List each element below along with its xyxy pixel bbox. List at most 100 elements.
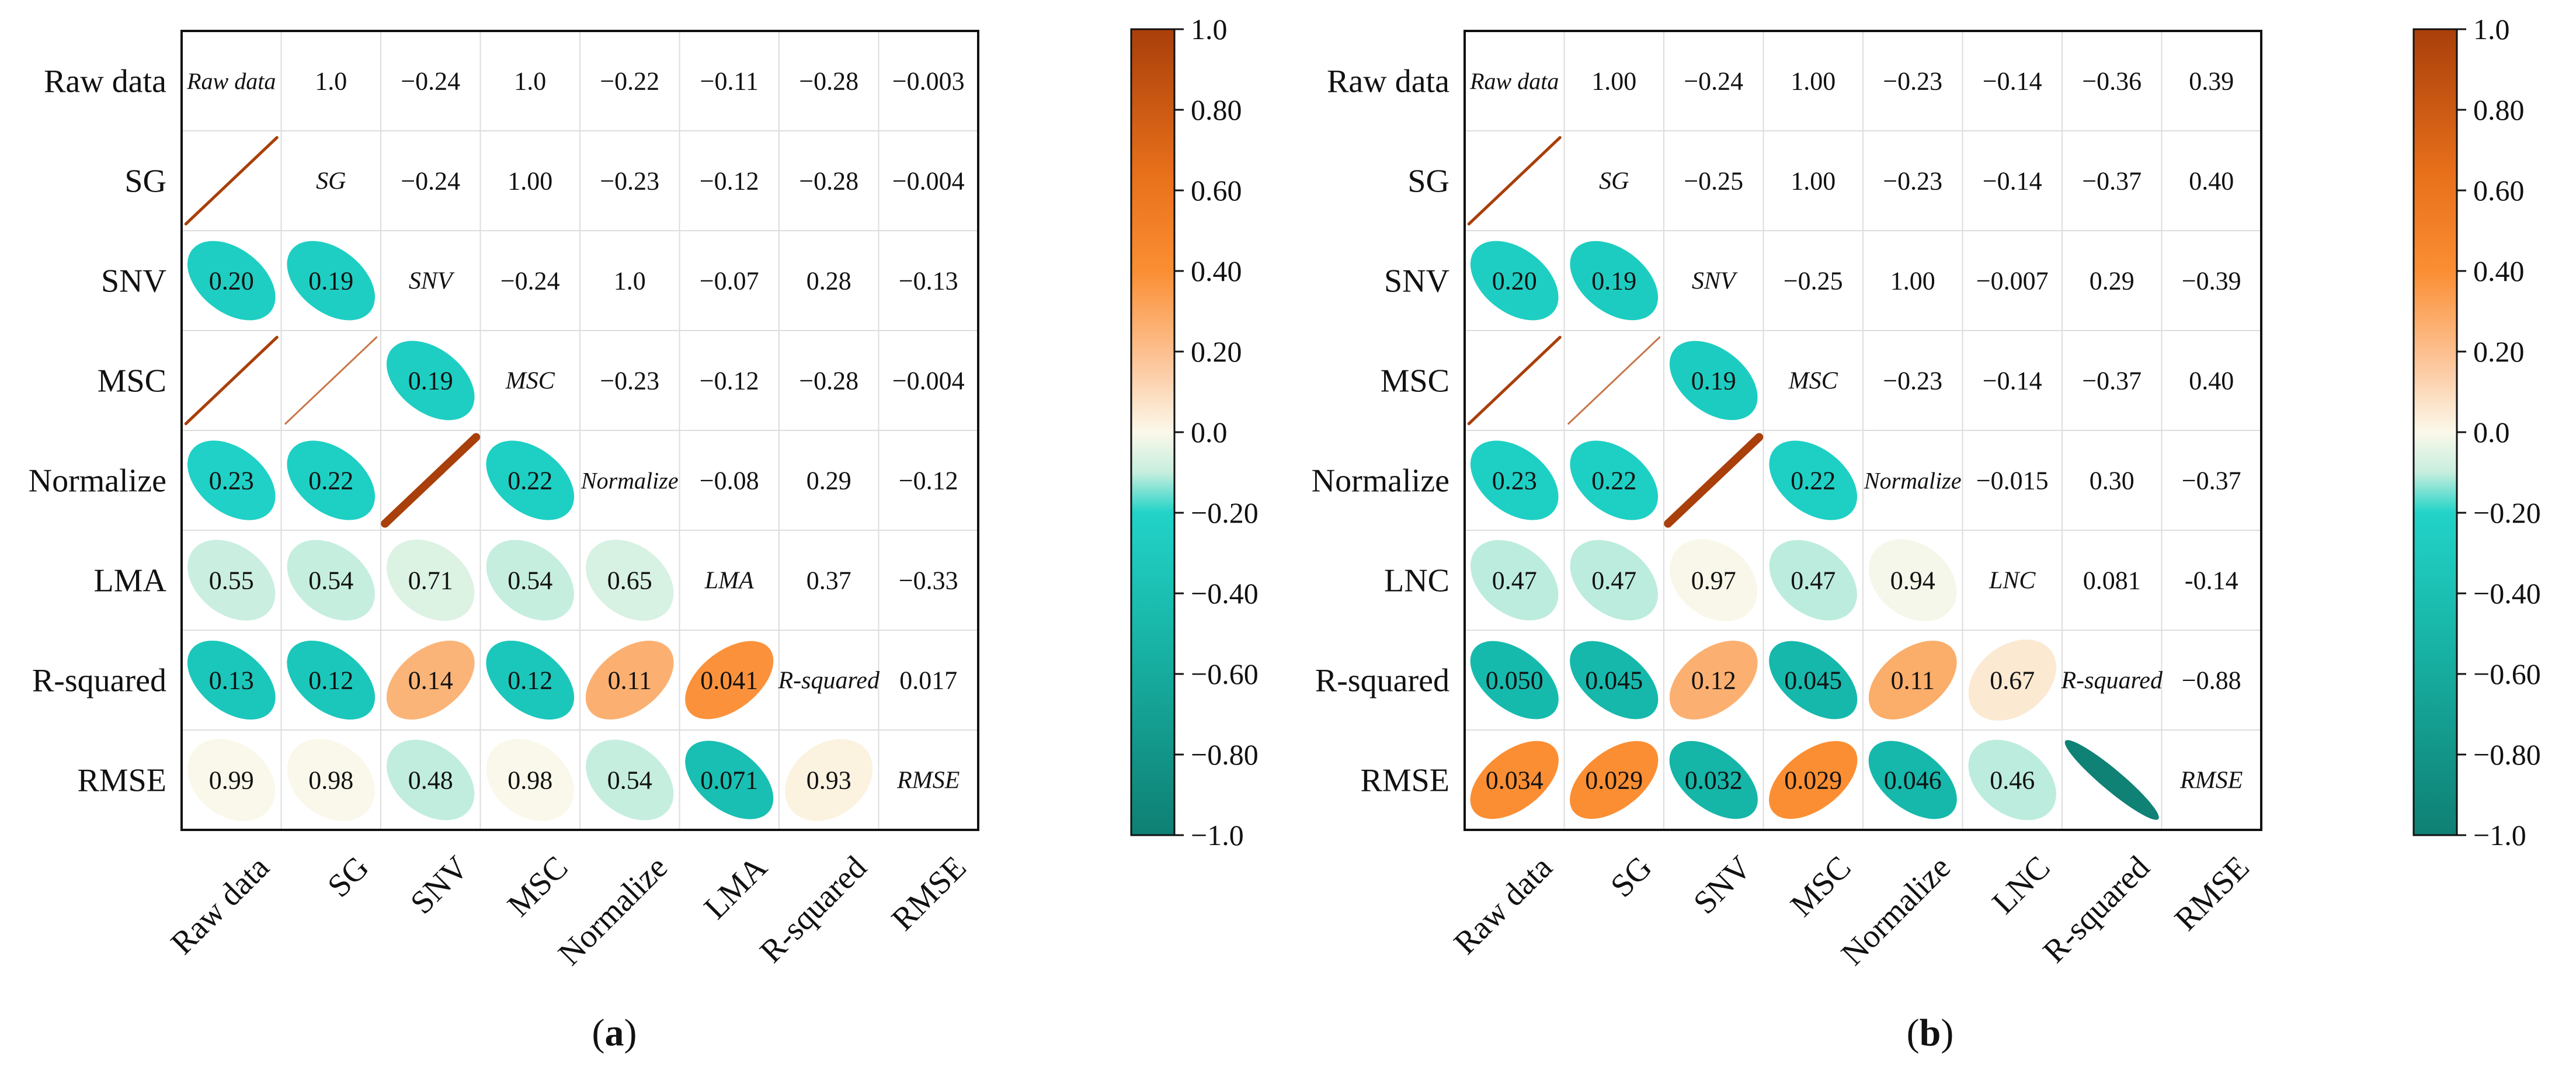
upper-value-label: −0.11 [700, 67, 759, 96]
upper-value-label: −0.25 [1784, 267, 1843, 296]
colorbar-tick-label: 0.60 [2473, 174, 2525, 207]
ellipse-value-label: 0.050 [1486, 666, 1543, 695]
column-tick-label: MSC [1784, 849, 1858, 923]
ellipse-value-label: 0.55 [209, 566, 254, 595]
colorbar-tick-label: 0.40 [1191, 255, 1242, 287]
ellipse-value-label: 0.67 [1990, 666, 2035, 695]
upper-value-label: −0.14 [1983, 67, 2042, 96]
correlation-ellipse [1570, 241, 1659, 321]
ellipse-value-label: 0.94 [1890, 566, 1935, 595]
colorbar-tick-label: −0.40 [1191, 577, 1259, 610]
correlation-ellipse [1470, 741, 1559, 819]
upper-value-label: −0.37 [2182, 467, 2241, 495]
column-tick-label: SG [1604, 849, 1659, 904]
correlation-ellipse [1570, 440, 1659, 520]
upper-value-label: −0.28 [799, 167, 858, 196]
ellipse-value-label: 0.045 [1585, 666, 1643, 695]
ellipse-value-label: 0.046 [1884, 766, 1942, 795]
correlation-ellipse [486, 640, 575, 720]
row-tick-label: MSC [1381, 363, 1449, 399]
correlation-line-mark [1664, 433, 1764, 528]
ellipse-value-label: 0.98 [507, 766, 552, 795]
caption-paren-close: ) [1941, 1012, 1953, 1054]
correlation-ellipse [287, 540, 375, 621]
colorbar-tick-label: −0.80 [2473, 738, 2541, 771]
correlation-ellipse [187, 440, 276, 520]
matrix-cells: Raw data SG SNV MSC Normalize LNC R-squared RMS… [1467, 67, 2243, 821]
correlation-ellipse [1669, 340, 1758, 420]
diagonal-label: SNV [409, 268, 455, 295]
panel-caption: (b) [1907, 1012, 1954, 1054]
upper-value-label: 0.017 [899, 666, 957, 695]
row-tick-label: Normalize [29, 463, 166, 499]
correlation-line-mark [1467, 336, 1562, 425]
correlation-ellipse [1769, 741, 1858, 819]
upper-value-label: −0.23 [600, 167, 659, 196]
upper-value-label: 1.00 [1791, 167, 1835, 196]
column-tick-label: MSC [500, 849, 575, 923]
ellipse-value-label: 0.23 [209, 467, 254, 495]
row-tick-label: RMSE [78, 763, 167, 799]
correlation-ellipse [586, 540, 674, 621]
colorbar-gradient [1130, 28, 1176, 836]
diagonal-label: R-squared [778, 668, 880, 694]
column-tick-label: SNV [404, 849, 475, 921]
row-tick-label: LNC [1384, 563, 1449, 599]
diagonal-label: SNV [1692, 268, 1738, 295]
correlation-ellipse [1570, 540, 1658, 621]
colorbar-tick-label: −1.0 [2473, 819, 2526, 851]
upper-value-label: −0.23 [1883, 367, 1942, 395]
diagonal-label: Normalize [1864, 468, 1962, 494]
column-tick-label: Raw data [1447, 849, 1559, 961]
column-tick-label: SNV [1687, 849, 1758, 921]
column-tick-label: Normalize [1834, 849, 1958, 972]
ellipse-value-label: 0.041 [700, 666, 758, 695]
upper-value-label: −0.015 [1976, 467, 2049, 495]
diagonal-label: LNC [1989, 568, 2036, 595]
correlation-ellipse [387, 739, 475, 821]
ellipse-value-label: 0.99 [209, 766, 254, 795]
caption-letter: a [605, 1012, 624, 1054]
diagonal-label: MSC [505, 368, 555, 395]
upper-value-label: -0.14 [2185, 566, 2238, 595]
colorbar-tick-label: −0.80 [1191, 738, 1259, 771]
diagonal-label: RMSE [896, 767, 960, 794]
ellipse-value-label: 0.54 [308, 566, 353, 595]
row-tick-label: Raw data [1327, 64, 1449, 100]
correlation-line-mark [1467, 136, 1562, 225]
colorbar-tick-label: 0.0 [2473, 416, 2510, 449]
correlation-ellipse [187, 540, 276, 621]
upper-value-label: 1.00 [1890, 267, 1935, 296]
correlation-ellipse [486, 540, 574, 621]
ellipse-value-label: 0.071 [700, 766, 758, 795]
row-tick-label: RMSE [1361, 763, 1450, 799]
column-tick-label: RMSE [2168, 849, 2257, 938]
row-labels: Raw data SG SNV MSC Normalize LMA R-squared RMS… [29, 64, 167, 799]
colorbar-tick-label: −0.60 [1191, 658, 1259, 690]
upper-value-label: −0.37 [2082, 167, 2142, 196]
correlation-ellipse [486, 440, 575, 520]
ellipse-value-label: 0.65 [607, 566, 652, 595]
correlation-ellipse [386, 340, 475, 420]
column-tick-label: Normalize [551, 849, 675, 972]
correlation-ellipse [785, 739, 873, 821]
upper-value-label: −0.22 [600, 67, 659, 96]
column-tick-label: RMSE [885, 849, 974, 938]
upper-value-label: −0.24 [401, 67, 460, 96]
ellipse-value-label: 0.47 [1791, 566, 1835, 595]
ellipse-value-label: 0.98 [308, 766, 353, 795]
upper-value-label: 0.40 [2189, 367, 2234, 395]
diagonal-label: RMSE [2179, 767, 2243, 794]
column-tick-label: Raw data [164, 849, 276, 961]
ellipse-value-label: 0.19 [1591, 267, 1636, 296]
colorbar-tick-label: −1.0 [1191, 819, 1244, 851]
upper-value-label: 1.0 [315, 67, 347, 96]
upper-value-label: −0.004 [892, 167, 965, 196]
diagonal-label: R-squared [2061, 668, 2163, 694]
colorbar-tick-label: 0.0 [1191, 416, 1228, 449]
ellipse-value-label: 0.045 [1784, 666, 1842, 695]
ellipse-value-label: 0.12 [1691, 666, 1736, 695]
correlation-ellipse [1769, 440, 1858, 520]
